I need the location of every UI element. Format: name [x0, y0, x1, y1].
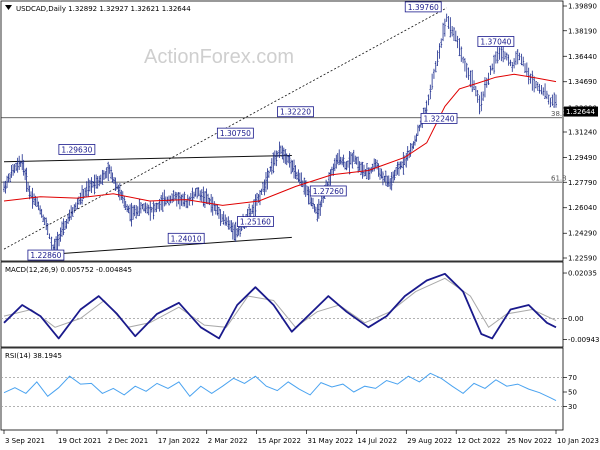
price-y-tick-label: 1.27790: [568, 179, 597, 187]
annotation-label: 1.27260: [313, 187, 344, 196]
annotation-box: [27, 249, 65, 261]
annotation-box: [420, 113, 458, 124]
x-tick-label: 3 Sep 2021: [5, 437, 45, 445]
x-tick-label: 10 Jan 2023: [557, 437, 599, 445]
macd-y-tick-label: 0.00: [568, 315, 584, 323]
annotation-box: [237, 216, 274, 227]
rsi-y-tick-label: 70: [568, 374, 577, 382]
annotation-label: 1.22860: [30, 251, 61, 260]
price-y-tick-label: 1.36440: [568, 53, 597, 61]
moving-average-line: [3, 73, 557, 206]
current-price-tag: [564, 106, 598, 117]
x-tick-label: 19 Oct 2021: [58, 437, 101, 445]
macd-line: [3, 272, 557, 340]
annotation-box: [404, 1, 442, 13]
rsi-y-tick-label: 50: [568, 389, 577, 397]
price-panel: [0, 0, 564, 262]
fib-label: 61.8: [551, 175, 567, 183]
macd-layer: 0.02035 0.00 -0.009438: [1, 270, 600, 344]
menu-triangle-icon: [5, 5, 12, 10]
rsi-line: [3, 372, 557, 402]
annotation-label: 1.30750: [220, 129, 251, 138]
macd-title: MACD(12,26,9) 0.005752 -0.004845: [5, 266, 132, 274]
price-y-tick-label: 1.38190: [568, 27, 597, 35]
rsi-title: RSI(14) 38.1945: [5, 352, 62, 360]
price-y-tick-label: 1.39890: [568, 3, 597, 11]
price-y-tick-label: 1.22590: [568, 255, 597, 263]
rsi-y-tick-label: 30: [568, 403, 577, 411]
x-tick-label: 31 May 2022: [308, 437, 354, 445]
price-y-tick-label: 1.34690: [568, 78, 597, 86]
macd-signal-line: [3, 277, 557, 329]
price-y-tick-label: 1.29490: [568, 154, 597, 162]
price-y-tick-label: 1.26040: [568, 204, 597, 212]
rsi-layer: 70 50 30: [1, 372, 577, 411]
annotation-label: 1.29630: [61, 145, 92, 154]
trendline: [53, 236, 292, 255]
macd-panel: [0, 261, 564, 348]
x-tick-label: 29 Aug 2022: [407, 437, 452, 445]
annotation-box: [477, 36, 515, 47]
price-bars: [3, 13, 557, 255]
x-tick-label: 25 Nov 2022: [507, 437, 552, 445]
price-title: USDCAD,Daily 1.32892 1.32927 1.32621 1.3…: [16, 5, 191, 13]
x-tick-label: 2 Mar 2022: [208, 437, 248, 445]
price-y-tick-label: 1.31240: [568, 129, 597, 137]
x-tick-label: 17 Jan 2022: [158, 437, 200, 445]
rsi-panel: [0, 347, 564, 431]
annotation-label: 1.39760: [408, 3, 439, 12]
current-price-label: 1.32644: [566, 108, 595, 116]
annotation-label: 1.37040: [480, 38, 511, 47]
x-tick-label: 15 Apr 2022: [258, 437, 301, 445]
price-layer: 1.398901.381901.364401.346901.328901.312…: [1, 1, 598, 263]
x-tick-label: 2 Dec 2021: [108, 437, 148, 445]
annotation-box: [216, 127, 254, 139]
macd-y-tick-label: -0.009438: [568, 336, 600, 344]
annotation-label: 1.25160: [240, 218, 271, 227]
annotation-box: [167, 232, 205, 244]
annotation-box: [309, 185, 347, 197]
price-y-tick-label: 1.24290: [568, 230, 597, 238]
trendline: [3, 154, 292, 163]
macd-y-tick-label: 0.02035: [568, 270, 597, 278]
fib-label: 38.2: [551, 110, 567, 118]
annotation-label: 1.32220: [280, 108, 311, 117]
x-tick-label: 12 Oct 2022: [457, 437, 500, 445]
x-axis: 3 Sep 2021 19 Oct 2021 2 Dec 2021 17 Jan 20…: [3, 430, 599, 445]
watermark: ActionForex.com: [144, 46, 294, 68]
annotation-label: 1.32240: [424, 114, 455, 123]
annotation-box: [277, 106, 314, 118]
annotation-box: [58, 144, 96, 155]
annotation-label: 1.24010: [171, 234, 202, 243]
x-tick-label: 14 Jul 2022: [357, 437, 397, 445]
